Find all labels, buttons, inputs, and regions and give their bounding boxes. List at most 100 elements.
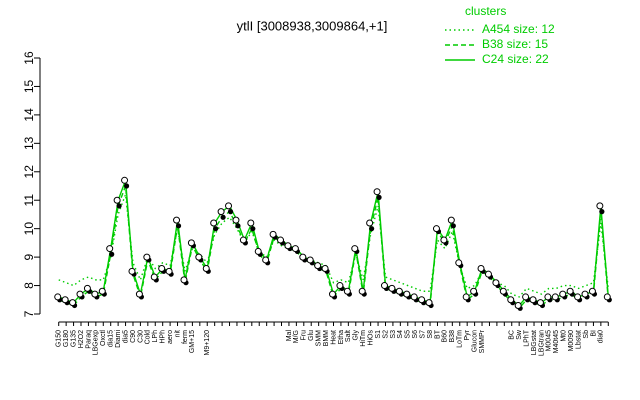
- x-tick-label: H2O2: [78, 330, 85, 348]
- x-tick-label: BT: [434, 329, 441, 339]
- x-tick-label: Heat: [330, 330, 337, 345]
- point: [499, 287, 507, 295]
- point: [213, 226, 219, 232]
- point: [403, 290, 411, 298]
- x-tick-label: S3: [390, 330, 397, 339]
- point: [235, 223, 241, 229]
- point: [559, 290, 567, 298]
- legend-label: C24 size: 22: [482, 52, 549, 66]
- point: [232, 216, 240, 224]
- x-tick-label: S4: [397, 330, 404, 339]
- point: [113, 196, 121, 204]
- point: [376, 194, 382, 200]
- y-tick-label: 8: [22, 282, 36, 289]
- point: [588, 287, 596, 295]
- x-tick-label: aero: [167, 330, 174, 344]
- point: [165, 267, 173, 275]
- x-tick-label: Etha: [338, 330, 345, 345]
- x-tick-label: Glucon: [471, 330, 478, 352]
- point: [180, 276, 188, 284]
- x-tick-label: Mal: [286, 330, 293, 342]
- point: [123, 183, 130, 189]
- point: [425, 299, 433, 307]
- y-tick-label: 9: [22, 253, 36, 260]
- x-tick-label: M0045: [546, 330, 553, 352]
- point: [116, 203, 122, 209]
- point: [432, 225, 440, 233]
- x-tick-label: Cold: [145, 330, 152, 345]
- x-tick-label: G180: [63, 330, 70, 347]
- point: [220, 214, 226, 220]
- x-tick-label: LPh: [152, 330, 159, 343]
- point: [574, 293, 582, 301]
- series-line: [58, 180, 609, 307]
- point: [544, 293, 552, 301]
- point: [455, 259, 463, 267]
- x-tick-label: LBGexp: [93, 330, 100, 355]
- point: [135, 290, 143, 298]
- point: [343, 287, 351, 295]
- y-tick-label: 15: [22, 79, 36, 93]
- y-tick-label: 7: [22, 310, 36, 317]
- point: [450, 223, 456, 229]
- y-tick-label: 12: [22, 165, 36, 179]
- point: [373, 188, 381, 196]
- point: [91, 290, 99, 298]
- x-tick-label: BI: [590, 330, 597, 337]
- x-tick-label: HiTm: [360, 330, 367, 347]
- x-tick-label: Salt: [345, 330, 352, 342]
- point: [61, 296, 69, 304]
- x-tick-label: dia5: [122, 330, 129, 343]
- point: [210, 219, 218, 227]
- x-tick-label: LBGtran: [538, 330, 545, 356]
- x-tick-label: M9+120: [204, 330, 211, 356]
- point: [291, 245, 299, 253]
- point: [369, 226, 375, 232]
- x-tick-label: G150: [56, 330, 63, 347]
- point: [462, 293, 470, 301]
- point: [83, 284, 91, 292]
- point: [98, 287, 106, 295]
- point: [121, 176, 129, 184]
- x-tick-label: S5: [405, 330, 412, 339]
- point: [603, 293, 611, 301]
- y-tick-label: 10: [22, 222, 36, 236]
- point: [321, 264, 329, 272]
- point: [284, 242, 292, 250]
- x-tick-label: Diami: [115, 330, 122, 348]
- point: [202, 264, 210, 272]
- x-tick-label: Sb: [583, 330, 590, 339]
- point: [150, 273, 158, 281]
- x-tick-label: Paraq: [85, 330, 92, 349]
- point: [599, 209, 605, 215]
- x-tick-label: C90: [130, 330, 137, 343]
- x-tick-label: nit: [174, 330, 181, 337]
- point: [175, 223, 182, 229]
- point: [225, 202, 233, 210]
- point: [388, 284, 396, 292]
- point: [128, 267, 136, 275]
- y-tick-label: 16: [22, 51, 36, 65]
- point: [336, 282, 344, 290]
- point: [173, 216, 181, 224]
- point: [76, 290, 84, 298]
- x-tick-label: Gly: [353, 330, 360, 341]
- x-tick-label: B38: [449, 330, 456, 343]
- x-tick-label: dia15: [108, 330, 115, 347]
- x-tick-label: Fru: [301, 330, 308, 341]
- point: [250, 226, 256, 232]
- x-tick-label: G135: [70, 330, 77, 347]
- point: [551, 293, 559, 301]
- point: [536, 299, 544, 307]
- x-tick-label: S1: [375, 330, 382, 339]
- x-tick-label: Lbstat: [575, 330, 582, 349]
- point: [227, 209, 234, 215]
- point: [277, 236, 285, 244]
- point: [195, 253, 203, 261]
- x-tick-label: Pyr: [464, 329, 471, 340]
- chart-title: ytlI [3008938,3009864,+1]: [237, 18, 388, 33]
- point: [522, 293, 530, 301]
- point: [395, 287, 403, 295]
- y-tick-label: 14: [22, 108, 36, 122]
- x-tick-label: LPhT: [523, 329, 530, 346]
